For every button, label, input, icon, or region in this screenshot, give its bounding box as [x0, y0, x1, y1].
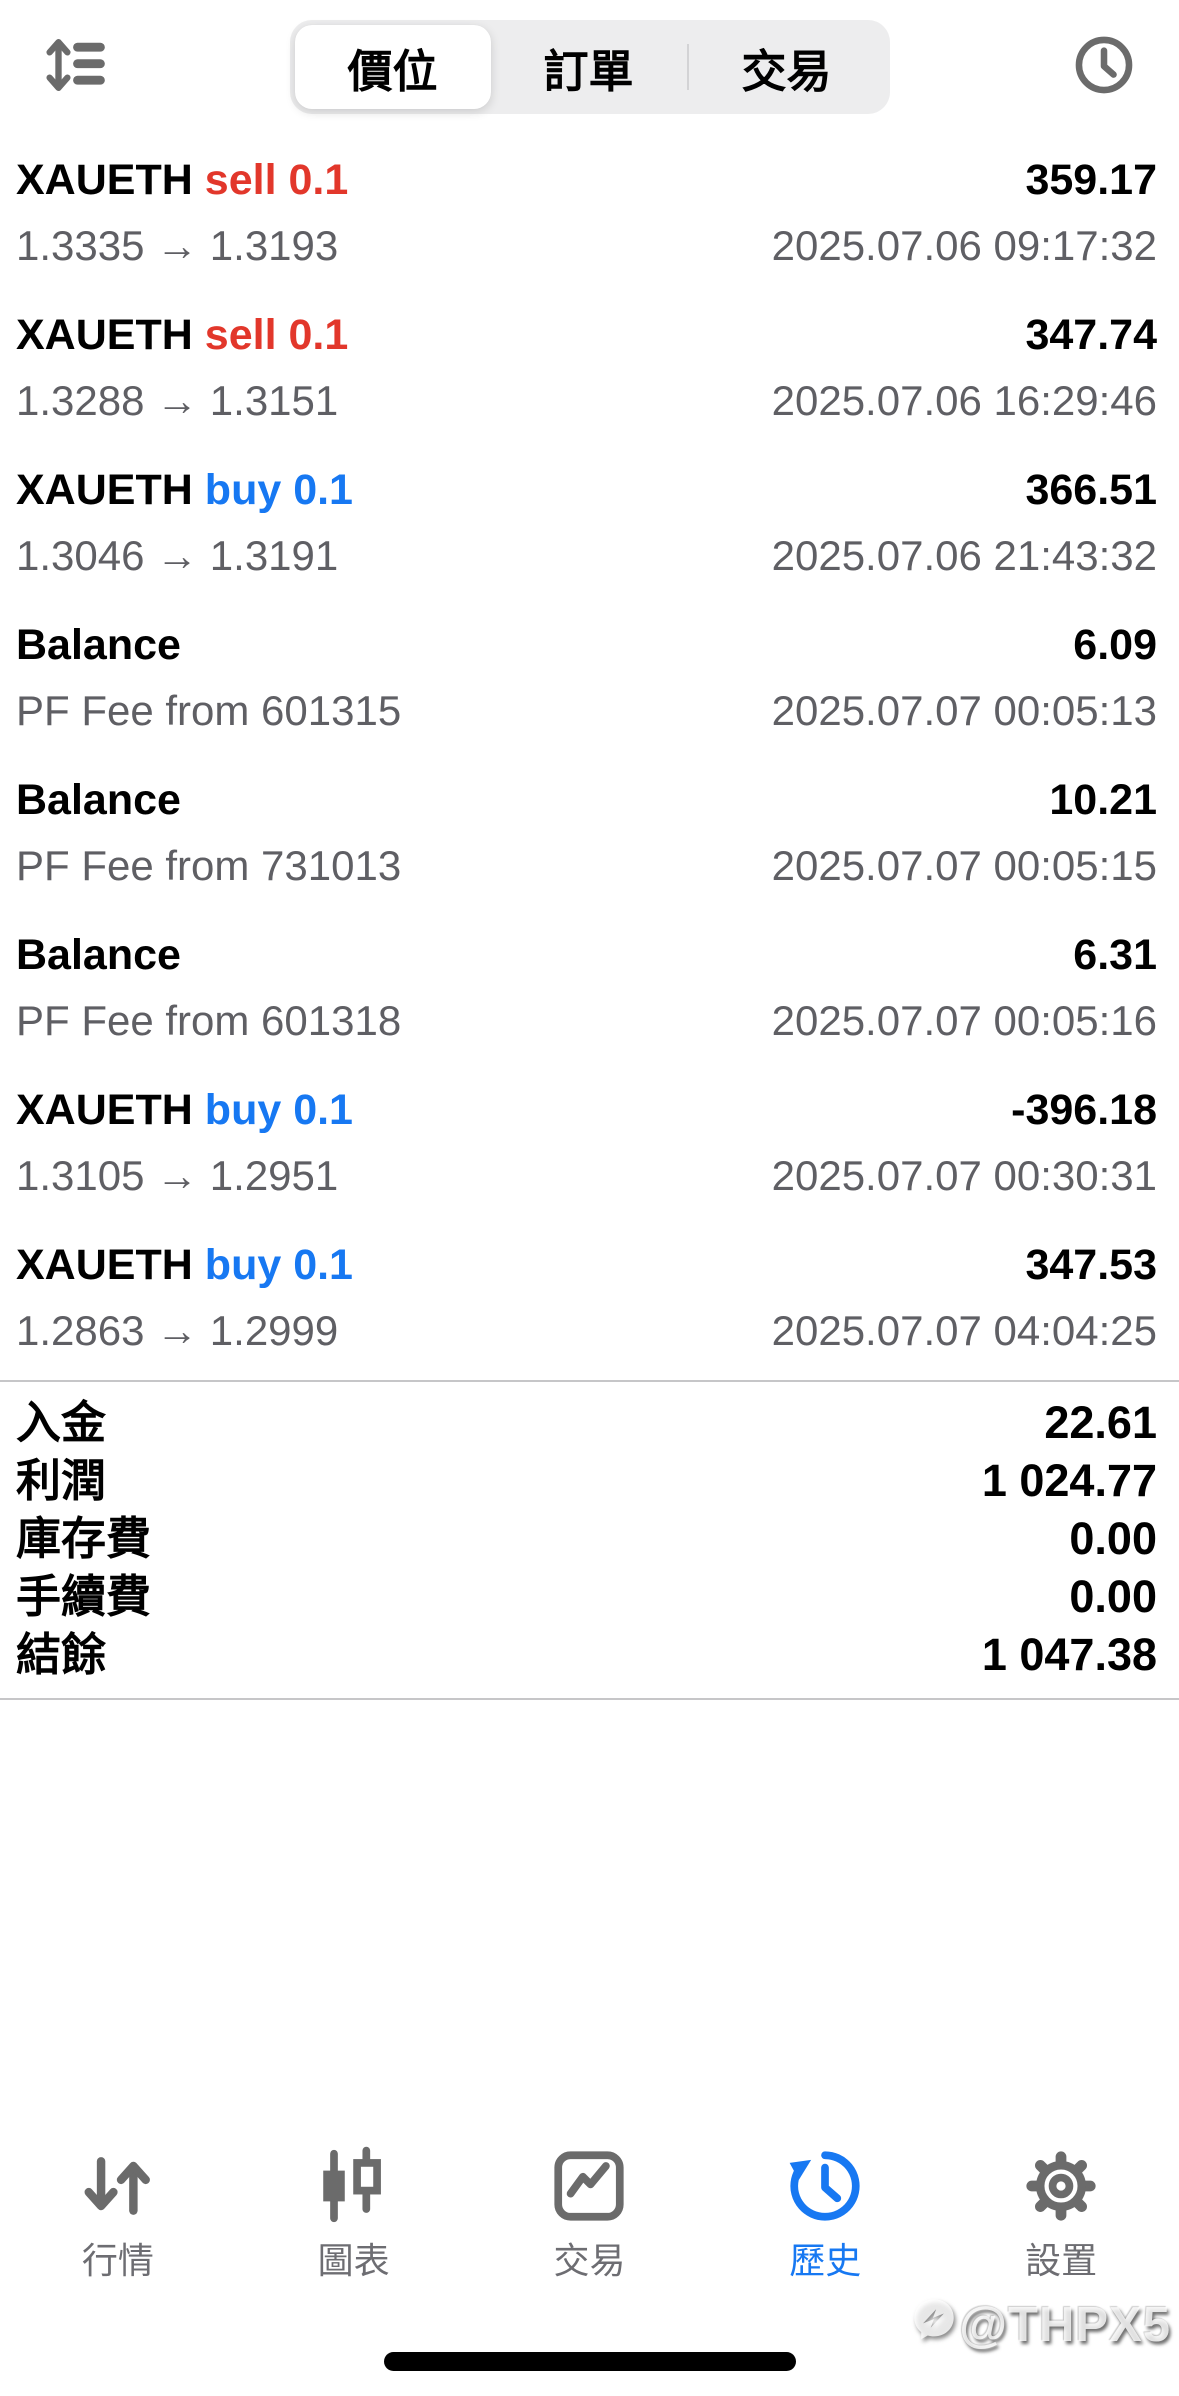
balance-description: PF Fee from 601315 [16, 687, 402, 734]
trade-side-label: buy 0.1 [204, 466, 353, 514]
nav-label: 設置 [1025, 2240, 1098, 2281]
symbol-label: XAUETH [16, 466, 193, 514]
quotes-icon [78, 2146, 158, 2226]
bottom-nav: 行情 圖表 交易 歷史 [0, 2146, 1179, 2284]
history-icon [785, 2146, 865, 2226]
nav-label: 圖表 [317, 2240, 390, 2281]
trade-side-label: buy 0.1 [204, 1241, 353, 1289]
profit-value: 6.09 [1073, 621, 1157, 669]
symbol-label: Balance [16, 776, 181, 824]
timestamp: 2025.07.07 00:05:15 [771, 842, 1157, 889]
timestamp: 2025.07.07 00:05:16 [771, 997, 1157, 1044]
clock-icon [1073, 34, 1135, 96]
home-indicator[interactable] [383, 2352, 796, 2371]
trade-icon [549, 2146, 629, 2226]
watermark: @THPX5 [911, 2296, 1171, 2354]
watermark-text: @THPX5 [959, 2298, 1171, 2352]
summary-value-deposit: 22.61 [1044, 1397, 1157, 1448]
nav-label: 行情 [81, 2240, 154, 2281]
summary-label-deposit: 入金 [16, 1397, 107, 1448]
summary-value-swap: 0.00 [1069, 1513, 1157, 1564]
timestamp: 2025.07.07 00:30:31 [771, 1152, 1157, 1199]
trade-side-label: sell 0.1 [204, 311, 349, 359]
history-row[interactable]: Balance 6.31 PF Fee from 601318 2025.07.… [0, 915, 1179, 1070]
segment-divider [686, 44, 689, 90]
nav-history[interactable]: 歷史 [720, 2146, 930, 2284]
nav-label: 交易 [553, 2240, 626, 2281]
symbol-label: Balance [16, 931, 181, 979]
timestamp: 2025.07.06 09:17:32 [771, 222, 1157, 269]
profit-value: -396.18 [1011, 1086, 1157, 1134]
summary-label-profit: 利潤 [16, 1455, 107, 1506]
history-list: XAUETH sell 0.1 359.17 1.3335 → 1.3193 20… [0, 140, 1179, 1380]
symbol-label: XAUETH [16, 1086, 193, 1134]
sort-icon [42, 32, 108, 98]
balance-description: PF Fee from 601318 [16, 997, 402, 1044]
nav-trade[interactable]: 交易 [484, 2146, 694, 2284]
price-range: 1.3288 → 1.3151 [16, 377, 339, 424]
timestamp: 2025.07.07 00:05:13 [771, 687, 1157, 734]
history-row[interactable]: XAUETH buy 0.1 -396.18 1.3105 → 1.2951 20… [0, 1070, 1179, 1225]
tab-deals[interactable]: 交易 [689, 25, 885, 109]
symbol-label: XAUETH [16, 156, 193, 204]
settings-icon [1021, 2146, 1101, 2226]
history-row[interactable]: XAUETH sell 0.1 347.74 1.3288 → 1.3151 20… [0, 295, 1179, 450]
price-range: 1.3105 → 1.2951 [16, 1152, 339, 1199]
profit-value: 347.74 [1025, 311, 1157, 359]
balance-description: PF Fee from 731013 [16, 842, 402, 889]
history-row[interactable]: XAUETH buy 0.1 366.51 1.3046 → 1.3191 202… [0, 450, 1179, 605]
history-row[interactable]: XAUETH sell 0.1 359.17 1.3335 → 1.3193 20… [0, 140, 1179, 295]
summary-label-balance: 結餘 [16, 1629, 107, 1680]
time-range-button[interactable] [1073, 34, 1135, 96]
nav-quotes[interactable]: 行情 [13, 2146, 223, 2284]
profit-value: 359.17 [1025, 156, 1157, 204]
summary-label-swap: 庫存費 [16, 1513, 152, 1564]
trade-side-label: buy 0.1 [204, 1086, 353, 1134]
top-bar: 價位 訂單 交易 [0, 0, 1179, 140]
timestamp: 2025.07.06 21:43:32 [771, 532, 1157, 579]
profit-value: 10.21 [1049, 776, 1157, 824]
symbol-label: XAUETH [16, 1241, 193, 1289]
symbol-label: XAUETH [16, 311, 193, 359]
summary-value-commission: 0.00 [1069, 1571, 1157, 1622]
charts-icon [314, 2146, 394, 2226]
tab-orders[interactable]: 訂單 [491, 25, 687, 109]
profit-value: 347.53 [1025, 1241, 1157, 1289]
profit-value: 6.31 [1073, 931, 1157, 979]
summary-value-profit: 1 024.77 [981, 1455, 1157, 1506]
history-filter-tabs: 價位 訂單 交易 [289, 20, 890, 114]
summary-label-commission: 手續費 [16, 1571, 152, 1622]
history-row[interactable]: Balance 10.21 PF Fee from 731013 2025.07… [0, 760, 1179, 915]
sort-button[interactable] [42, 32, 108, 98]
trade-side-label: sell 0.1 [204, 156, 349, 204]
history-row[interactable]: Balance 6.09 PF Fee from 601315 2025.07.… [0, 605, 1179, 760]
summary-value-balance: 1 047.38 [981, 1629, 1157, 1680]
price-range: 1.3046 → 1.3191 [16, 532, 339, 579]
nav-settings[interactable]: 設置 [956, 2146, 1166, 2284]
symbol-label: Balance [16, 621, 181, 669]
account-summary: 入金 22.61 利潤 1 024.77 庫存費 0.00 手續費 0.00 結… [0, 1380, 1179, 1700]
nav-charts[interactable]: 圖表 [249, 2146, 459, 2284]
tab-positions[interactable]: 價位 [294, 25, 491, 109]
timestamp: 2025.07.07 04:04:25 [771, 1307, 1157, 1354]
nav-label: 歷史 [789, 2240, 862, 2281]
profit-value: 366.51 [1025, 466, 1157, 514]
watermark-logo-icon [911, 2296, 957, 2354]
price-range: 1.3335 → 1.3193 [16, 222, 339, 269]
history-row[interactable]: XAUETH buy 0.1 347.53 1.2863 → 1.2999 202… [0, 1225, 1179, 1380]
timestamp: 2025.07.06 16:29:46 [771, 377, 1157, 424]
price-range: 1.2863 → 1.2999 [16, 1307, 339, 1354]
